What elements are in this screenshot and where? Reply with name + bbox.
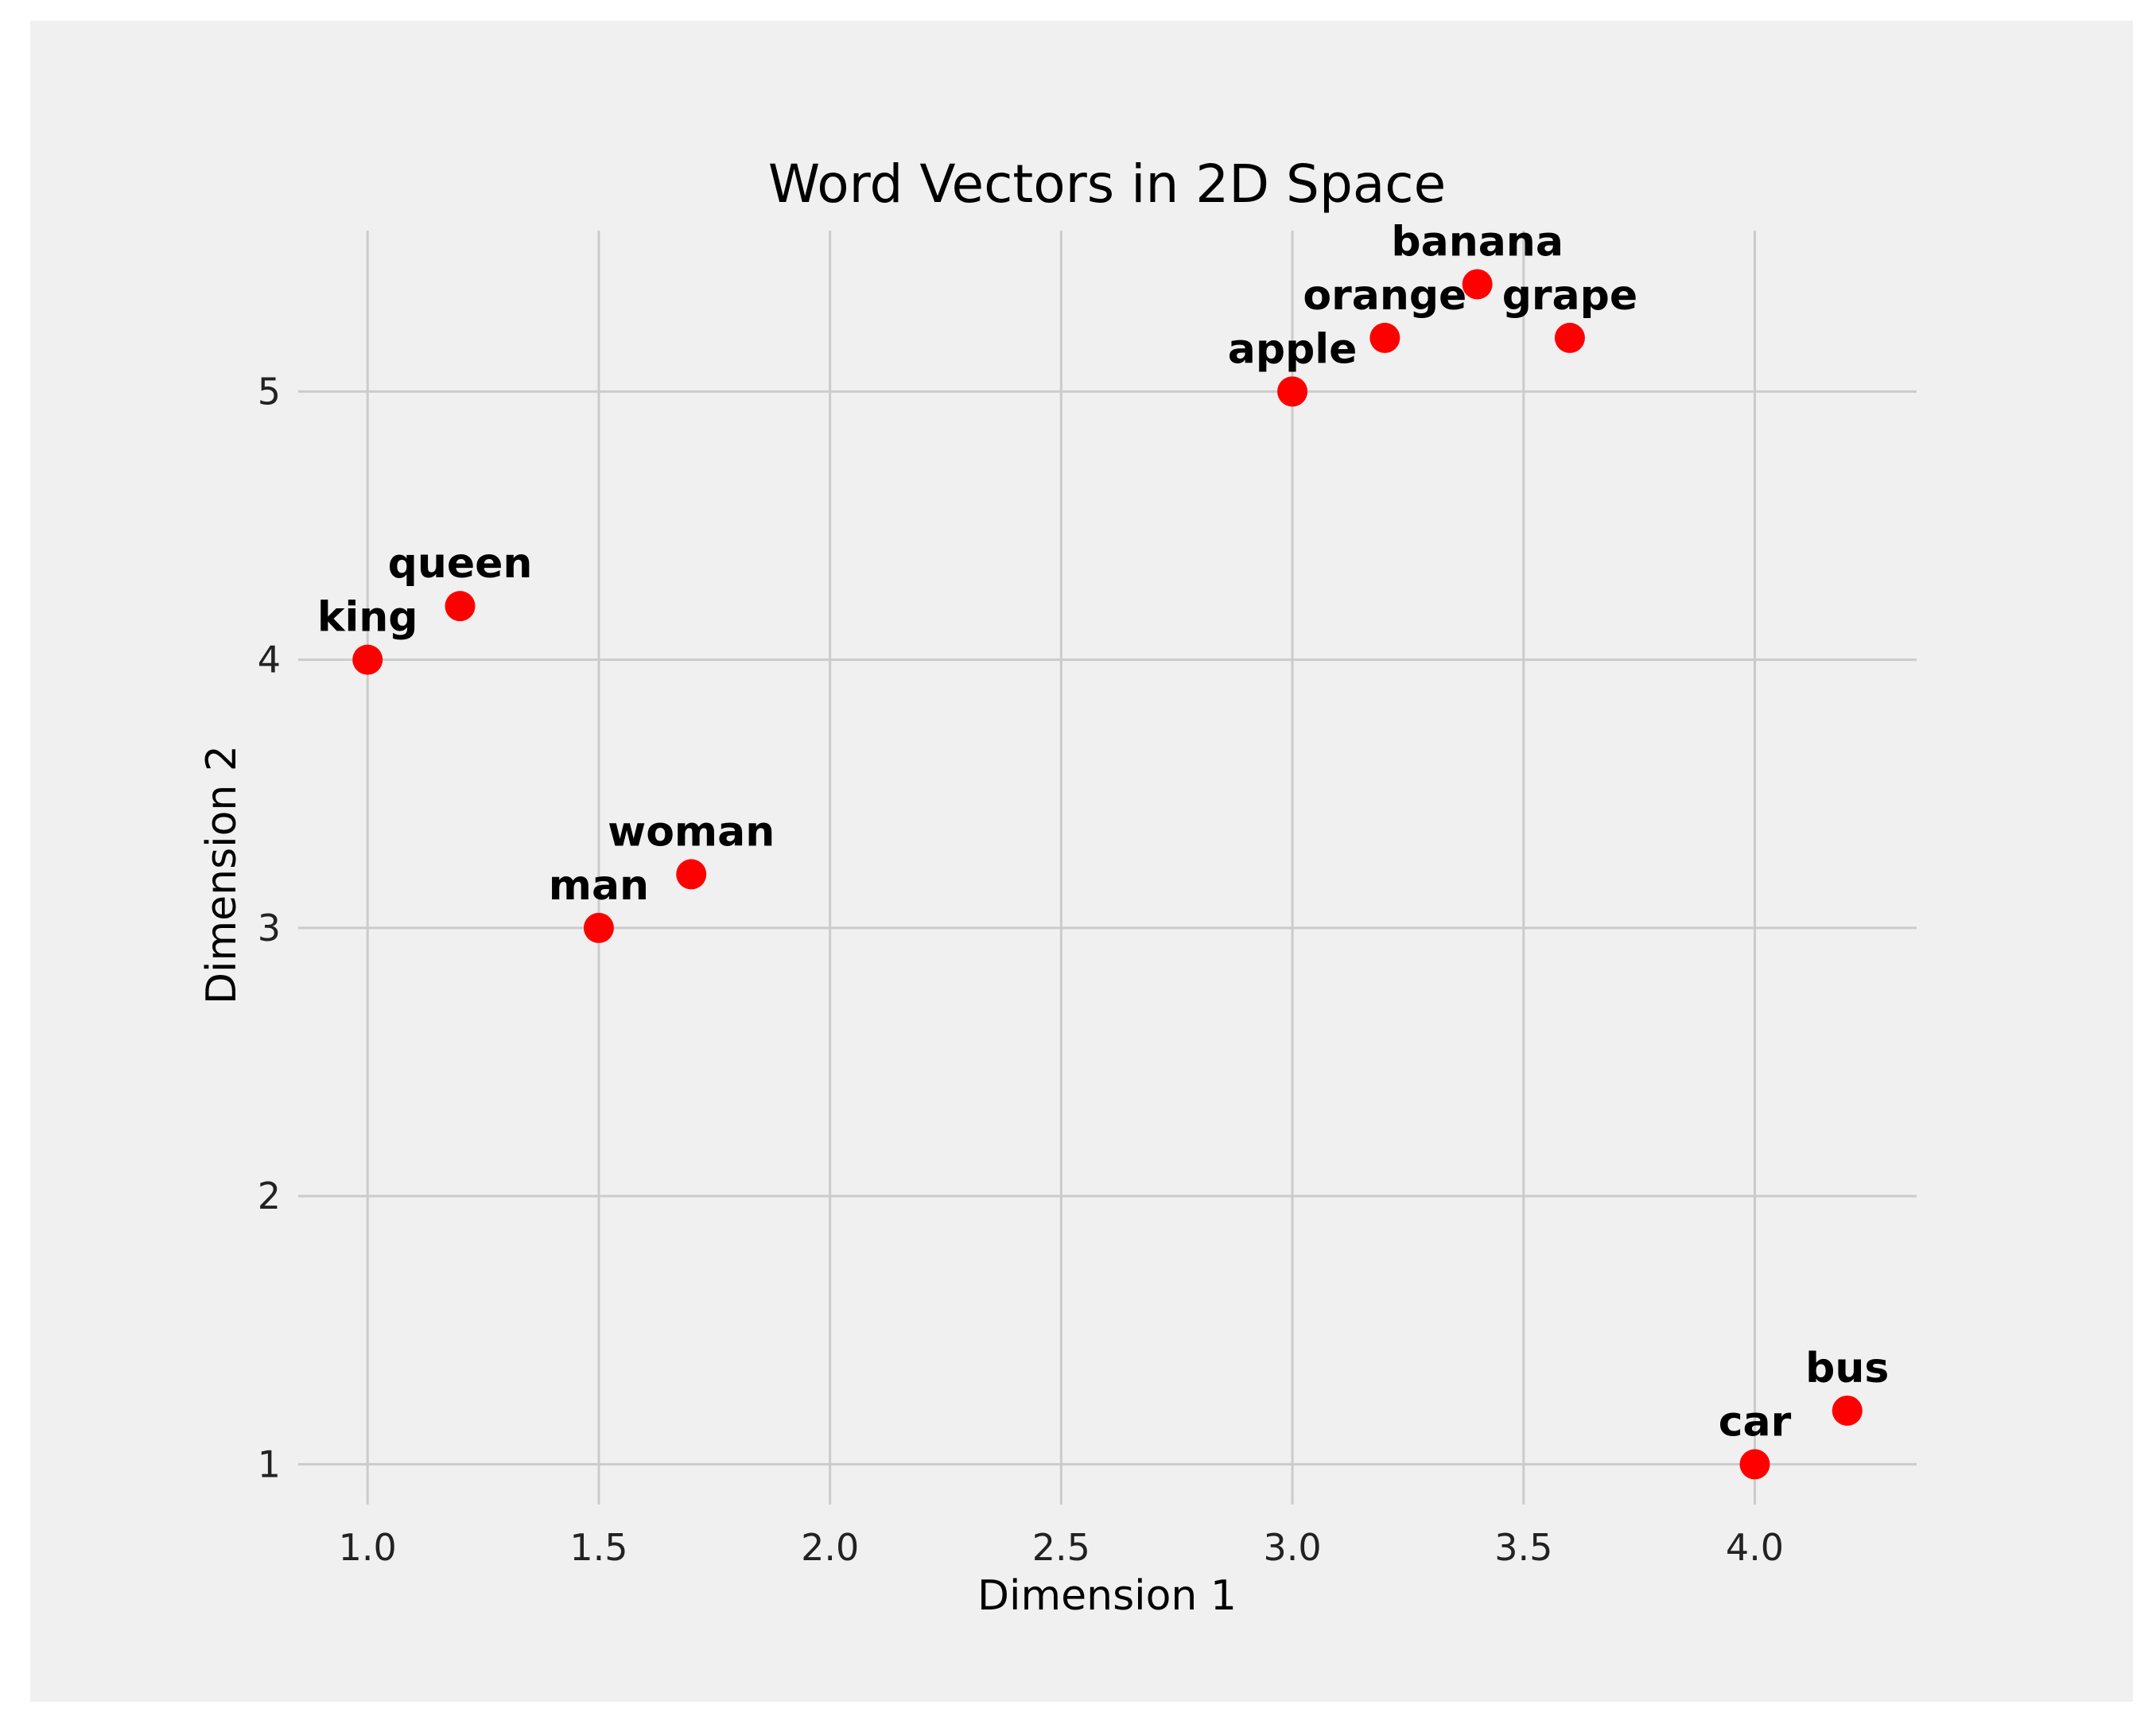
x-tick-label: 2.5 — [1032, 1526, 1090, 1569]
point-layer — [352, 269, 1863, 1480]
data-label-man: man — [549, 862, 649, 910]
y-tick-label: 2 — [258, 1175, 281, 1217]
data-point-orange — [1369, 322, 1400, 353]
x-tick-label: 2.0 — [801, 1526, 859, 1569]
label-layer: king queen man woman apple orange banana grape c… — [317, 218, 1890, 1446]
x-tick-label: 3.5 — [1494, 1526, 1552, 1569]
x-axis-label: Dimension 1 — [977, 1572, 1237, 1620]
data-point-man — [583, 912, 614, 943]
grid-layer — [298, 231, 1917, 1505]
chart-title: Word Vectors in 2D Space — [768, 153, 1446, 215]
data-point-car — [1739, 1449, 1770, 1480]
y-tick-label: 1 — [258, 1442, 281, 1485]
y-tick-label: 3 — [258, 907, 281, 949]
y-tick-label: 5 — [258, 370, 281, 413]
data-point-banana — [1462, 269, 1493, 300]
data-label-apple: apple — [1228, 325, 1358, 373]
data-point-grape — [1554, 322, 1585, 353]
data-point-bus — [1832, 1395, 1863, 1426]
data-point-queen — [445, 591, 476, 622]
data-label-orange: orange — [1303, 272, 1466, 320]
data-point-woman — [676, 859, 707, 890]
x-tick-label: 3.0 — [1263, 1526, 1321, 1569]
data-label-woman: woman — [608, 808, 775, 856]
data-label-queen: queen — [388, 540, 533, 588]
y-tick-label: 4 — [258, 639, 281, 681]
data-point-apple — [1277, 376, 1308, 407]
y-axis-label: Dimension 2 — [198, 745, 246, 1004]
data-label-car: car — [1719, 1398, 1792, 1446]
data-label-banana: banana — [1391, 218, 1564, 266]
x-tick-label: 1.5 — [569, 1526, 627, 1569]
x-tick-label: 1.0 — [339, 1526, 397, 1569]
x-tick-label: 4.0 — [1726, 1526, 1784, 1569]
data-label-bus: bus — [1805, 1345, 1889, 1392]
data-point-king — [352, 644, 383, 675]
data-label-king: king — [317, 594, 418, 642]
chart-frame — [30, 21, 2133, 1702]
tick-layer: 1.0 1.5 2.0 2.5 3.0 3.5 4.0 1 2 3 4 5 — [258, 370, 1784, 1569]
data-label-grape: grape — [1502, 272, 1637, 320]
